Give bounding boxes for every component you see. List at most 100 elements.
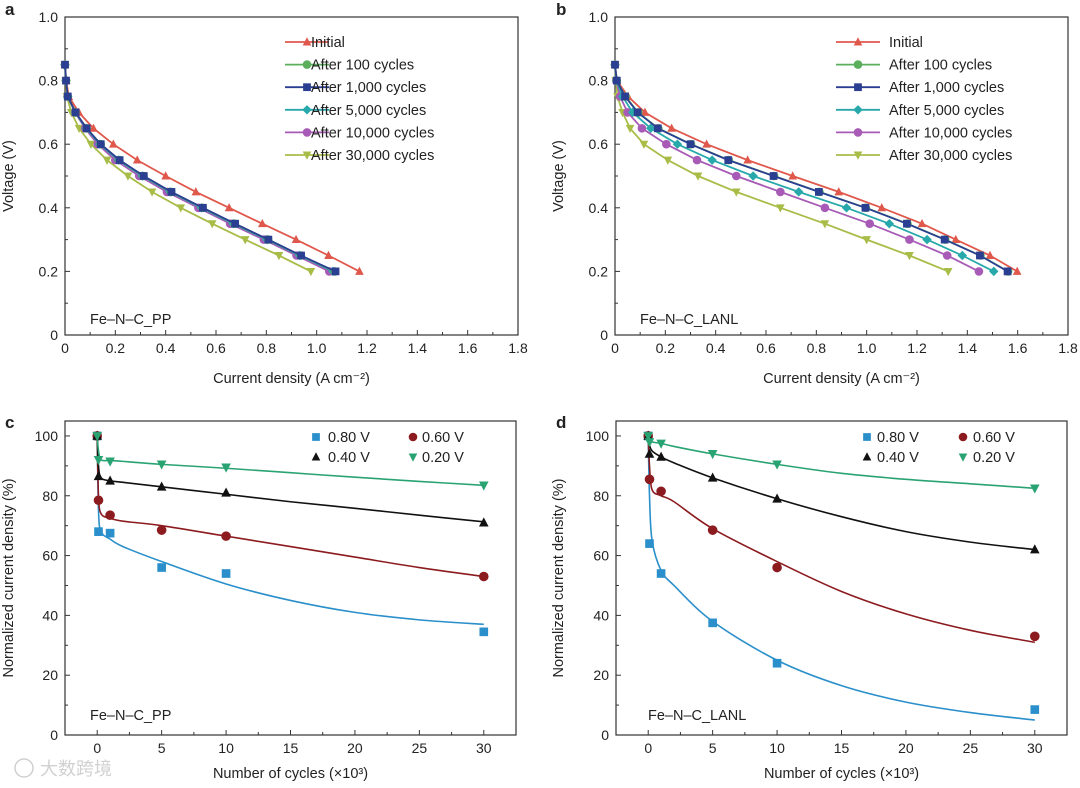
x-tick-label: 0.4 bbox=[706, 340, 726, 356]
x-tick-label: 25 bbox=[963, 740, 979, 756]
data-point bbox=[92, 432, 103, 442]
y-tick-label: 60 bbox=[593, 548, 609, 564]
data-point bbox=[139, 172, 148, 180]
panel-b: b 0 0.2 0.4 0.6 0.8 1.0 1.2 1.4 1.6 1.8 0 0.2 0.4 0.6 0… bbox=[551, 0, 1078, 387]
plot-frame bbox=[615, 420, 1068, 736]
series-line bbox=[64, 64, 312, 273]
x-tick-label: 5 bbox=[709, 740, 717, 756]
x-tick-label: 1.0 bbox=[307, 340, 327, 356]
data-point bbox=[478, 481, 489, 491]
legend-marker bbox=[958, 432, 968, 442]
y-tick-label: 20 bbox=[42, 667, 58, 683]
data-point bbox=[976, 251, 984, 260]
x-tick-label: 0.8 bbox=[257, 340, 277, 356]
panel-c: c 0 5 10 15 20 25 30 0 20 40 60 80 100 Number of cycle… bbox=[1, 413, 517, 782]
legend-label: 0.80 V bbox=[328, 430, 370, 446]
data-point bbox=[917, 218, 927, 228]
legend-marker bbox=[302, 37, 312, 46]
x-tick-label: 0.6 bbox=[756, 340, 776, 356]
data-point bbox=[611, 60, 619, 69]
data-point bbox=[865, 219, 874, 228]
data-point bbox=[820, 203, 830, 213]
series-after-1-000-cycles bbox=[61, 60, 340, 276]
data-point bbox=[478, 571, 489, 582]
y-tick-label: 0 bbox=[600, 327, 608, 343]
data-point bbox=[297, 251, 305, 260]
data-point bbox=[769, 172, 778, 180]
x-tick-label: 0.4 bbox=[156, 340, 176, 356]
data-point bbox=[1029, 544, 1040, 554]
data-point bbox=[258, 218, 267, 228]
legend-marker bbox=[302, 60, 312, 69]
legend-item: After 5,000 cycles bbox=[285, 103, 426, 119]
data-point bbox=[156, 525, 167, 535]
data-point bbox=[656, 569, 666, 578]
data-point bbox=[324, 250, 333, 259]
legend-item: 0.60 V bbox=[958, 430, 1015, 446]
y-axis-label: Normalized current density (%) bbox=[1, 478, 17, 677]
data-point bbox=[820, 220, 830, 229]
watermark-text: 大数跨境 bbox=[40, 759, 112, 779]
data-point bbox=[645, 539, 654, 548]
legend-item: After 100 cycles bbox=[836, 58, 992, 74]
data-point bbox=[86, 140, 96, 149]
panel-d: d 0 5 10 15 20 25 30 0 20 40 60 80 100 Number of cycle… bbox=[551, 413, 1068, 782]
y-tick-label: 0.8 bbox=[39, 73, 59, 89]
data-point bbox=[877, 203, 887, 212]
legend-label: 0.80 V bbox=[877, 430, 919, 446]
watermark: 大数跨境 bbox=[14, 758, 112, 779]
x-tick-label: 10 bbox=[769, 740, 785, 756]
data-point bbox=[62, 76, 70, 85]
data-point bbox=[291, 234, 301, 244]
data-point bbox=[656, 451, 666, 461]
legend-label: After 5,000 cycles bbox=[889, 103, 1004, 119]
data-point bbox=[861, 203, 870, 212]
legend-item: After 5,000 cycles bbox=[836, 103, 1004, 119]
y-tick-label: 80 bbox=[42, 488, 58, 504]
panel-letter: c bbox=[5, 413, 14, 432]
data-point bbox=[621, 92, 629, 101]
legend-item: 0.40 V bbox=[862, 450, 919, 466]
legend-marker bbox=[408, 432, 418, 442]
data-point bbox=[102, 156, 112, 165]
legend-label: Initial bbox=[889, 35, 923, 51]
data-point bbox=[1030, 705, 1040, 714]
data-point bbox=[707, 525, 718, 535]
series-020v bbox=[643, 432, 1040, 494]
data-point bbox=[63, 92, 72, 101]
data-point bbox=[922, 234, 932, 245]
x-tick-label: 1.6 bbox=[1008, 340, 1028, 356]
data-point bbox=[105, 528, 115, 538]
x-tick-label: 0.2 bbox=[106, 340, 126, 356]
panel-letter: b bbox=[556, 0, 566, 19]
data-point bbox=[667, 123, 676, 132]
legend-marker bbox=[312, 433, 320, 441]
data-point bbox=[355, 266, 364, 275]
legend-item: After 1,000 cycles bbox=[836, 80, 1004, 96]
x-axis-label: Number of cycles (×10³) bbox=[764, 766, 919, 782]
y-axis-label: Voltage (V) bbox=[551, 140, 567, 212]
data-point bbox=[240, 236, 250, 245]
data-point bbox=[985, 250, 995, 259]
legend-label: After 100 cycles bbox=[311, 58, 414, 74]
legend-label: After 30,000 cycles bbox=[311, 148, 434, 164]
legend-marker bbox=[853, 37, 863, 46]
data-point bbox=[772, 493, 782, 503]
data-point bbox=[957, 250, 968, 261]
data-point bbox=[157, 563, 166, 572]
data-point bbox=[478, 517, 489, 527]
data-point bbox=[176, 204, 186, 213]
series-line bbox=[64, 64, 334, 273]
y-axis-label: Normalized current density (%) bbox=[551, 478, 567, 677]
data-point bbox=[1003, 267, 1012, 276]
data-point bbox=[623, 108, 632, 117]
legend-marker bbox=[302, 128, 312, 137]
data-point bbox=[707, 155, 717, 165]
x-tick-label: 0 bbox=[61, 340, 69, 356]
data-point bbox=[772, 562, 782, 573]
data-point bbox=[905, 252, 914, 261]
legend-marker bbox=[853, 105, 863, 115]
legend-label: 0.20 V bbox=[422, 450, 464, 466]
legend-marker bbox=[853, 151, 863, 160]
